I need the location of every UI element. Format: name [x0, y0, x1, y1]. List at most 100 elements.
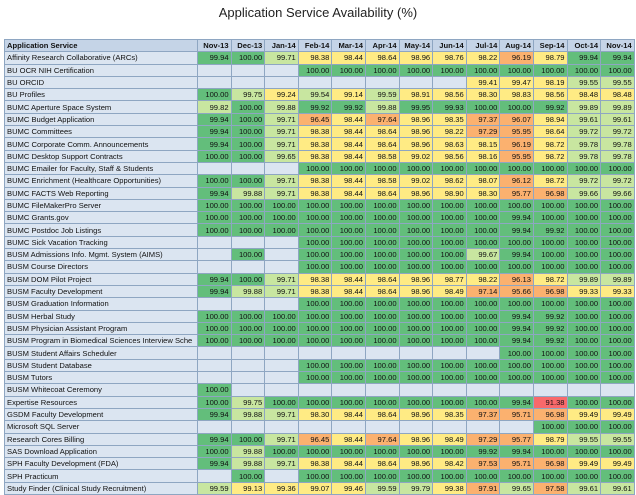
availability-cell	[264, 161, 299, 176]
availability-cell: 99.94	[499, 211, 534, 225]
availability-cell: 100.00	[331, 297, 366, 311]
availability-cell: 100.00	[197, 149, 232, 163]
availability-cell: 100.00	[398, 198, 434, 213]
availability-cell	[230, 161, 266, 176]
availability-cell: 99.94	[499, 444, 534, 459]
availability-cell: 99.92	[532, 334, 568, 348]
availability-cell: 99.94	[499, 395, 534, 409]
availability-cell: 99.72	[600, 125, 635, 139]
availability-cell	[230, 297, 266, 311]
availability-cell	[264, 63, 299, 77]
availability-cell: 99.79	[398, 481, 434, 495]
availability-cell: 100.00	[432, 334, 467, 348]
availability-cell: 100.00	[432, 371, 467, 385]
table-row: GSDM Faculty Development 99.94 99.88 99.71 9…	[4, 407, 635, 422]
availability-cell: 100.00	[364, 444, 400, 459]
service-name: BUSM Student Database	[4, 358, 198, 373]
availability-cell: 96.45	[297, 112, 333, 127]
service-name: GSDM Faculty Development	[4, 407, 198, 422]
availability-cell: 100.00	[465, 198, 501, 213]
availability-cell: 100.00	[499, 198, 534, 213]
availability-cell: 98.96	[398, 125, 434, 139]
availability-cell: 98.96	[398, 112, 434, 127]
availability-cell: 99.88	[230, 407, 266, 422]
availability-cell: 100.00	[297, 235, 333, 250]
table-row: Microsoft SQL Server 100.00 100.00 100.00	[4, 420, 635, 434]
availability-cell: 99.49	[566, 457, 602, 471]
service-name: BUSM Student Affairs Scheduler	[4, 346, 198, 360]
availability-cell: 98.38	[297, 149, 333, 163]
availability-cell: 100.00	[297, 358, 333, 373]
availability-cell: 99.89	[566, 272, 602, 286]
availability-cell: 98.79	[532, 51, 568, 65]
availability-cell: 99.61	[566, 481, 602, 495]
availability-cell: 96.98	[532, 457, 568, 471]
availability-cell: 99.88	[230, 284, 266, 299]
availability-cell: 100.00	[297, 395, 333, 409]
availability-cell	[230, 346, 266, 360]
availability-cell: 100.00	[331, 371, 366, 385]
availability-cell: 100.00	[398, 469, 434, 483]
availability-cell: 100.00	[532, 469, 568, 483]
availability-cell: 100.00	[331, 211, 366, 225]
availability-cell: 100.00	[566, 321, 602, 336]
table-row: BUMC Corporate Comm. Announcements 99.94 1…	[4, 137, 635, 151]
availability-cell: 100.00	[331, 235, 366, 250]
availability-cell: 99.71	[264, 272, 299, 286]
column-header: May-14	[398, 38, 434, 53]
availability-cell: 95.95	[499, 149, 534, 163]
availability-cell: 100.00	[566, 444, 602, 459]
column-header: Nov-13	[197, 38, 232, 53]
availability-cell: 100.00	[566, 211, 602, 225]
availability-cell: 99.47	[499, 75, 534, 90]
availability-cell	[230, 235, 266, 250]
availability-cell: 99.66	[566, 186, 602, 200]
availability-cell: 98.96	[398, 284, 434, 299]
table-row: BUMC FACTS Web Reporting 99.94 99.88 99.71 9…	[4, 186, 635, 200]
availability-cell: 99.67	[465, 248, 501, 262]
availability-cell: 100.00	[364, 297, 400, 311]
table-row: BUMC Sick Vacation Tracking 100.00 100.00 1…	[4, 235, 635, 250]
availability-cell: 99.59	[364, 88, 400, 102]
availability-cell	[197, 297, 232, 311]
availability-cell: 99.88	[230, 457, 266, 471]
availability-cell: 100.00	[197, 174, 232, 188]
availability-cell: 100.00	[264, 211, 299, 225]
availability-cell: 95.77	[499, 432, 534, 446]
row-header: Application Service	[4, 38, 198, 53]
availability-cell: 100.00	[532, 371, 568, 385]
availability-cell: 100.00	[364, 235, 400, 250]
availability-cell: 99.54	[297, 88, 333, 102]
service-name: BUSM DOM Pilot Project	[4, 272, 198, 286]
availability-cell: 98.07	[465, 174, 501, 188]
availability-cell: 100.00	[566, 420, 602, 434]
availability-cell: 100.00	[197, 444, 232, 459]
chart-title: Application Service Availability (%)	[218, 5, 418, 20]
table-row: SPH Faculty Development (FDA) 99.94 99.88 9…	[4, 457, 635, 471]
availability-cell: 98.44	[331, 407, 366, 422]
availability-cell: 100.00	[331, 321, 366, 336]
availability-cell: 100.00	[499, 469, 534, 483]
availability-cell: 100.00	[364, 223, 400, 237]
availability-cell: 98.64	[364, 272, 400, 286]
availability-cell: 100.00	[465, 161, 501, 176]
availability-cell: 98.38	[297, 284, 333, 299]
table-row: BU ORCID 99.41 99.47 98.19 99.55 99.55	[4, 75, 635, 90]
availability-cell	[432, 346, 467, 360]
table-row: Expertise Resources 100.00 99.75 100.00 100.…	[4, 395, 635, 409]
availability-cell	[197, 371, 232, 385]
availability-cell	[230, 420, 266, 434]
availability-cell: 97.64	[364, 432, 400, 446]
availability-cell: 95.71	[499, 407, 534, 422]
availability-cell: 100.00	[566, 161, 602, 176]
availability-cell: 100.00	[264, 444, 299, 459]
availability-cell	[465, 420, 501, 434]
availability-cell: 100.00	[264, 309, 299, 323]
availability-cell: 98.64	[364, 457, 400, 471]
availability-cell: 100.00	[566, 346, 602, 360]
availability-cell: 99.07	[297, 481, 333, 495]
availability-cell: 100.00	[432, 358, 467, 373]
availability-cell: 98.19	[532, 75, 568, 90]
availability-cell: 100.00	[600, 371, 635, 385]
availability-cell: 100.00	[230, 432, 266, 446]
